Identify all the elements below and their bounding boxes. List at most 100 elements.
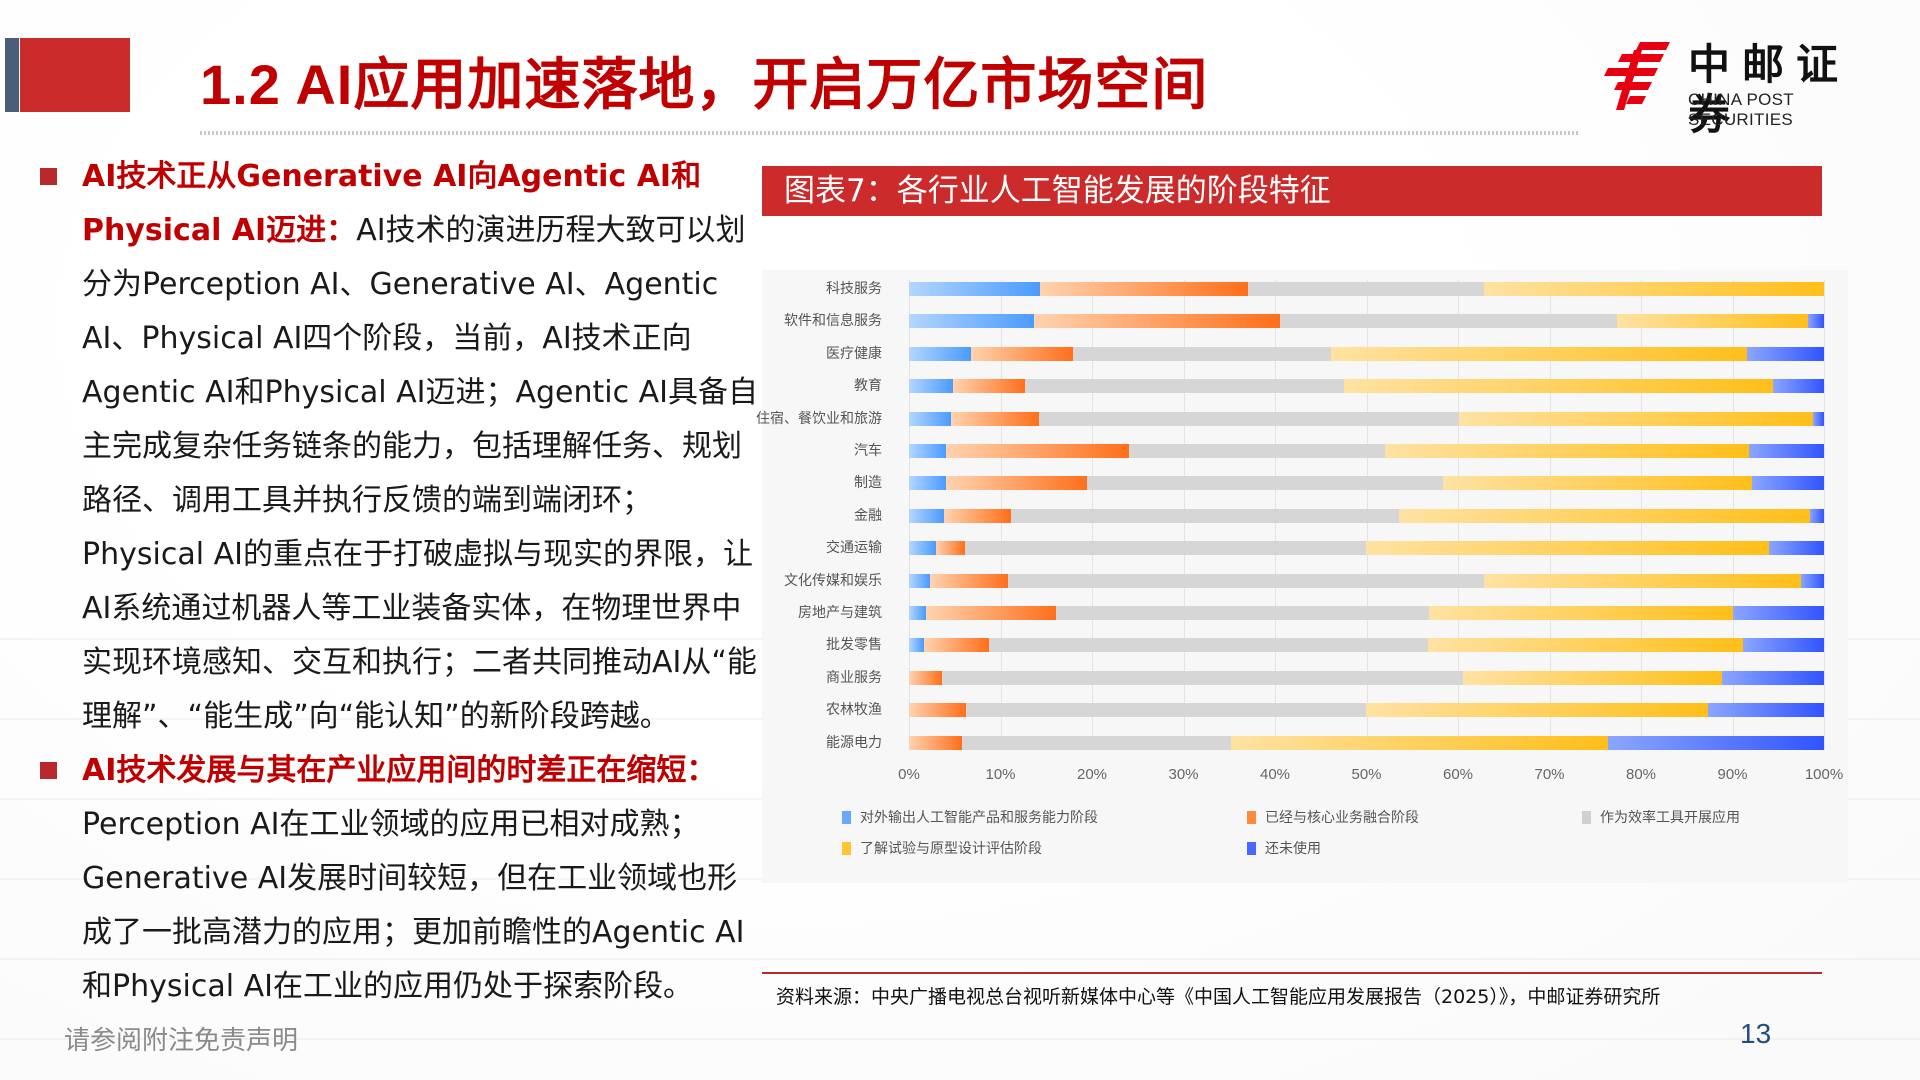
category-label: 制造 [854, 475, 882, 492]
china-post-logo-icon [1604, 42, 1670, 110]
bar-segment [1812, 411, 1824, 426]
logo-english-name: CHINA POST SECURITIES [1688, 90, 1794, 129]
bar-row [909, 541, 1824, 556]
legend-label: 作为效率工具开展应用 [1600, 810, 1740, 826]
bullet-1-text: AI技术正从Generative AI向Agentic AI和Physical … [82, 150, 760, 744]
bar-segment [952, 379, 1026, 394]
bar-segment [1458, 411, 1813, 426]
legend-item: 对外输出人工智能产品和服务能力阶段 [842, 807, 1098, 827]
category-label: 金融 [854, 507, 882, 524]
bar-segment [1801, 573, 1824, 588]
x-tick-label: 30% [1168, 766, 1199, 783]
bar-segment [1733, 606, 1824, 620]
bar-segment [1025, 379, 1344, 394]
x-tick-label: 100% [1804, 766, 1844, 783]
bar-segment [964, 541, 1366, 556]
bar-segment [1721, 670, 1824, 685]
source-divider [762, 972, 1822, 974]
legend-swatch-icon [1582, 811, 1591, 824]
category-label: 交通运输 [826, 540, 882, 557]
legend-label: 还未使用 [1265, 841, 1321, 857]
bar-segment [1443, 476, 1752, 491]
bar-segment [1772, 379, 1824, 394]
left-text-column: AI技术正从Generative AI向Agentic AI和Physical … [40, 150, 760, 1014]
legend-item: 了解试验与原型设计评估阶段 [842, 838, 1042, 858]
bar-row [909, 670, 1824, 685]
bar-row [909, 346, 1824, 361]
bar-segment [941, 670, 1463, 685]
category-label: 农林牧渔 [826, 702, 882, 719]
category-label: 教育 [854, 378, 882, 395]
bullet-1: AI技术正从Generative AI向Agentic AI和Physical … [40, 150, 760, 744]
category-label: 文化传媒和娱乐 [784, 572, 882, 589]
bullet-1-body: AI技术的演进历程大致可以划分为Perception AI、Generative… [82, 213, 759, 734]
bar-row [909, 703, 1824, 718]
category-label: 汽车 [854, 443, 882, 459]
bar-row [909, 735, 1824, 750]
bar-segment [1280, 314, 1618, 329]
bar-segment [909, 573, 931, 588]
category-label: 医疗健康 [826, 345, 882, 362]
bar-segment [909, 638, 924, 653]
bar-segment [1330, 346, 1748, 361]
legend-label: 了解试验与原型设计评估阶段 [860, 841, 1042, 857]
disclaimer-link[interactable]: 请参阅附注免责声明 [64, 1026, 299, 1056]
bar-segment [909, 606, 927, 620]
bar-segment [965, 703, 1366, 718]
legend-item: 已经与核心业务融合阶段 [1247, 807, 1419, 827]
header-accent-red [20, 38, 130, 112]
bar-segment [909, 282, 1040, 296]
bar-segment [1743, 638, 1824, 653]
logo-chinese-name: 中邮证券 [1688, 41, 1851, 138]
bar-segment [909, 541, 936, 556]
bar-segment [909, 670, 942, 685]
figure-title: 图表7：各行业人工智能发展的阶段特征 [762, 166, 1822, 216]
bar-segment [1007, 573, 1484, 588]
bar-segment [1462, 670, 1722, 685]
bar-segment [943, 508, 1012, 523]
bar-segment [1343, 379, 1773, 394]
bar-row [909, 411, 1824, 426]
legend-label: 对外输出人工智能产品和服务能力阶段 [860, 810, 1098, 826]
bar-row [909, 379, 1824, 394]
bar-segment [962, 735, 1232, 750]
bar-row [909, 282, 1824, 296]
company-logo: 中邮证券 CHINA POST SECURITIES [1600, 40, 1900, 138]
title-divider [200, 131, 1580, 135]
bullet-square-icon [40, 762, 57, 779]
x-tick-label: 0% [898, 766, 920, 783]
category-label: 商业服务 [826, 669, 882, 686]
x-tick-label: 60% [1442, 766, 1474, 783]
bar-segment [1810, 508, 1824, 523]
bar-segment [1034, 314, 1281, 329]
bar-segment [1038, 411, 1459, 426]
bullet-2-highlight: AI技术发展与其在产业应用间的时差正在缩短： [82, 753, 717, 788]
page-number: 13 [1740, 1018, 1772, 1049]
bar-segment [951, 411, 1039, 426]
legend-label: 已经与核心业务融合阶段 [1265, 810, 1419, 826]
category-label: 房地产与建筑 [798, 605, 882, 621]
bar-segment [988, 638, 1428, 653]
bar-segment [909, 314, 1035, 329]
category-label: 软件和信息服务 [784, 313, 882, 330]
category-label: 能源电力 [826, 734, 882, 751]
bar-segment [1427, 638, 1744, 653]
bar-segment [909, 735, 963, 750]
bar-segment [1707, 703, 1824, 718]
bar-segment [1617, 314, 1808, 329]
bullet-square-icon [40, 168, 57, 185]
bar-segment [909, 476, 946, 491]
bar-segment [923, 638, 989, 653]
bullet-2-text: AI技术发展与其在产业应用间的时差正在缩短： Perception AI在工业领域… [82, 744, 760, 1014]
bar-row [909, 314, 1824, 329]
bar-segment [930, 573, 1008, 588]
bar-segment [1384, 444, 1749, 458]
bar-segment [1248, 282, 1484, 296]
bullet-2: AI技术发展与其在产业应用间的时差正在缩短： Perception AI在工业领域… [40, 744, 760, 1014]
bar-segment [1011, 508, 1399, 523]
bar-segment [945, 444, 1129, 458]
figure-source: 资料来源：中央广播电视总台视听新媒体中心等《中国人工智能应用发展报告（2025）… [776, 986, 1661, 1008]
bar-segment [909, 346, 972, 361]
x-tick-label: 10% [985, 766, 1016, 783]
bar-segment [1608, 735, 1824, 750]
